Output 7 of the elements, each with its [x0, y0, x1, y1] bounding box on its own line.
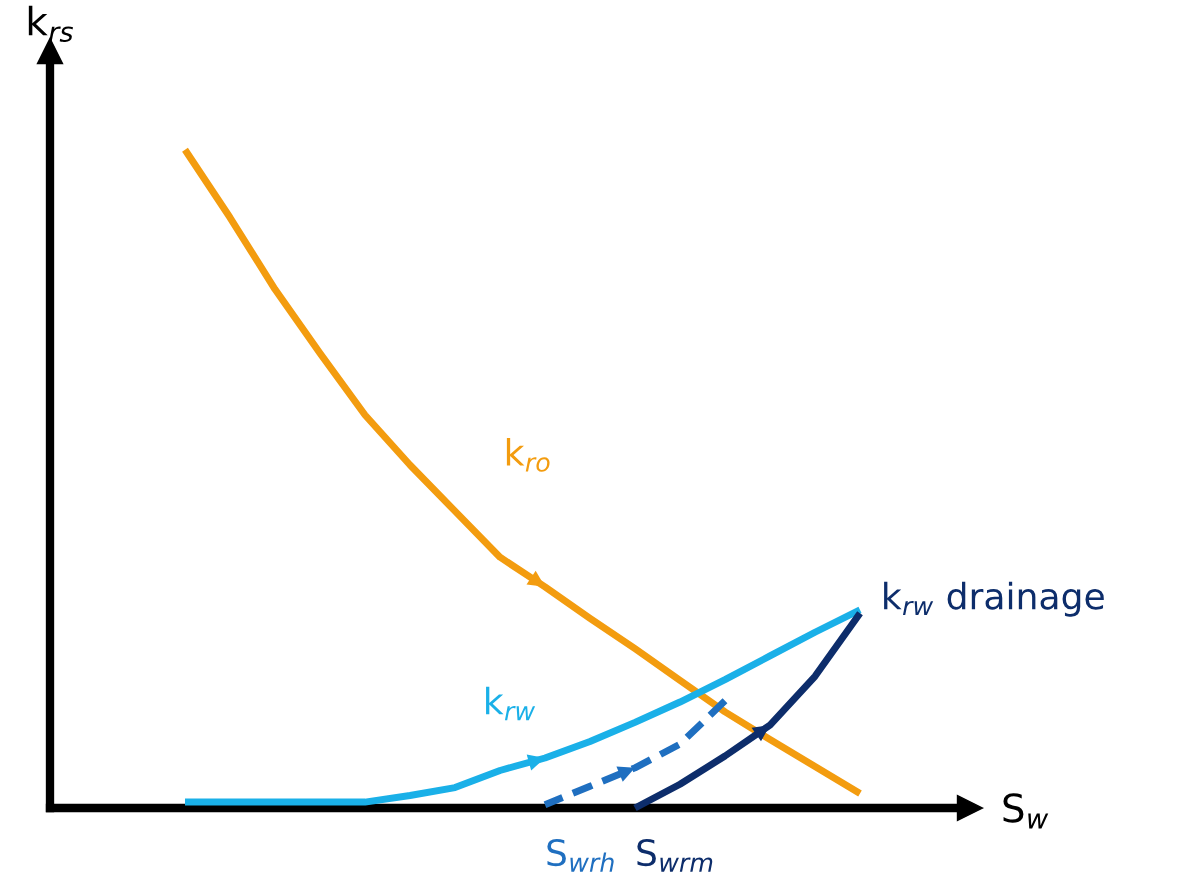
text: S$_{wrh}$ [547, 838, 614, 872]
series-label: k$_{ro}$ [506, 438, 550, 472]
y-axis-title: k$_{rs}$ [28, 5, 73, 43]
x-axis-title: S$_{w}$ [1003, 793, 1049, 829]
series-label: k$_{rw}$ [486, 686, 536, 721]
series-label: k$_{rw}$ drainage [884, 581, 1104, 617]
text: S$_{wrm}$ [637, 838, 713, 872]
